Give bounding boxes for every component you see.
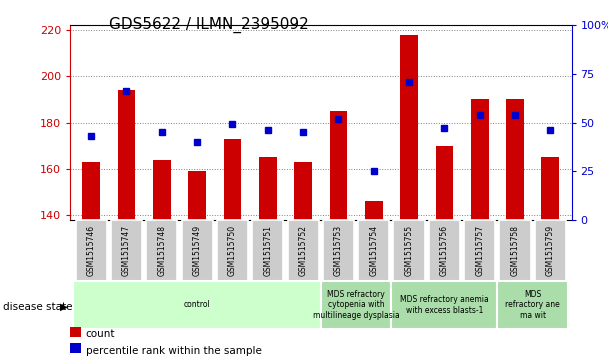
FancyBboxPatch shape bbox=[111, 220, 142, 281]
FancyBboxPatch shape bbox=[217, 220, 248, 281]
Text: control: control bbox=[184, 301, 210, 309]
Text: GSM1515749: GSM1515749 bbox=[193, 225, 202, 276]
Text: GSM1515751: GSM1515751 bbox=[263, 225, 272, 276]
FancyBboxPatch shape bbox=[146, 220, 178, 281]
Text: GSM1515753: GSM1515753 bbox=[334, 225, 343, 276]
Text: GSM1515758: GSM1515758 bbox=[511, 225, 519, 276]
Bar bbox=[542, 157, 559, 220]
Text: MDS refractory
cytopenia with
multilineage dysplasia: MDS refractory cytopenia with multilinea… bbox=[313, 290, 399, 320]
Text: GSM1515754: GSM1515754 bbox=[369, 225, 378, 276]
FancyBboxPatch shape bbox=[393, 220, 424, 281]
Text: GDS5622 / ILMN_2395092: GDS5622 / ILMN_2395092 bbox=[109, 16, 309, 33]
FancyBboxPatch shape bbox=[464, 220, 496, 281]
Text: GSM1515752: GSM1515752 bbox=[299, 225, 308, 276]
FancyBboxPatch shape bbox=[535, 220, 566, 281]
Text: ▶: ▶ bbox=[60, 302, 68, 312]
Bar bbox=[117, 90, 135, 220]
Bar bbox=[188, 171, 206, 220]
FancyBboxPatch shape bbox=[358, 220, 389, 281]
Text: GSM1515747: GSM1515747 bbox=[122, 225, 131, 276]
Text: GSM1515757: GSM1515757 bbox=[475, 225, 484, 276]
Text: percentile rank within the sample: percentile rank within the sample bbox=[86, 346, 261, 356]
Text: count: count bbox=[86, 329, 116, 339]
Bar bbox=[82, 162, 100, 220]
Bar bbox=[400, 34, 418, 220]
Bar bbox=[259, 157, 277, 220]
Text: GSM1515750: GSM1515750 bbox=[228, 225, 237, 276]
FancyBboxPatch shape bbox=[323, 220, 354, 281]
Bar bbox=[435, 146, 453, 220]
Text: MDS refractory anemia
with excess blasts-1: MDS refractory anemia with excess blasts… bbox=[400, 295, 489, 315]
Bar bbox=[506, 99, 524, 220]
Text: GSM1515746: GSM1515746 bbox=[86, 225, 95, 276]
Text: disease state: disease state bbox=[3, 302, 72, 312]
FancyBboxPatch shape bbox=[497, 281, 568, 329]
Text: GSM1515748: GSM1515748 bbox=[157, 225, 166, 276]
FancyBboxPatch shape bbox=[499, 220, 531, 281]
Bar bbox=[330, 111, 347, 220]
Text: MDS
refractory ane
ma wit: MDS refractory ane ma wit bbox=[505, 290, 560, 320]
Bar bbox=[153, 159, 171, 220]
FancyBboxPatch shape bbox=[392, 281, 497, 329]
FancyBboxPatch shape bbox=[75, 220, 106, 281]
FancyBboxPatch shape bbox=[74, 281, 321, 329]
Bar bbox=[294, 162, 312, 220]
FancyBboxPatch shape bbox=[252, 220, 283, 281]
Text: GSM1515755: GSM1515755 bbox=[404, 225, 413, 276]
FancyBboxPatch shape bbox=[288, 220, 319, 281]
Bar bbox=[471, 99, 488, 220]
Text: GSM1515756: GSM1515756 bbox=[440, 225, 449, 276]
FancyBboxPatch shape bbox=[321, 281, 392, 329]
Text: GSM1515759: GSM1515759 bbox=[546, 225, 555, 276]
FancyBboxPatch shape bbox=[182, 220, 213, 281]
FancyBboxPatch shape bbox=[429, 220, 460, 281]
Bar bbox=[224, 139, 241, 220]
Bar bbox=[365, 201, 382, 220]
